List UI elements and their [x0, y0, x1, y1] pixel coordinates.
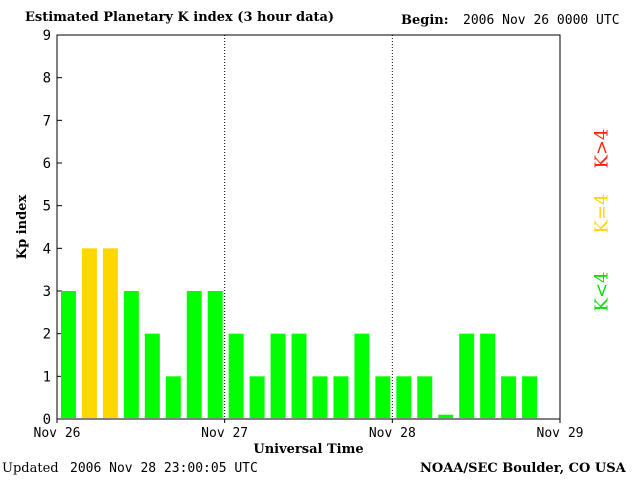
y-tick-label: 9 [43, 28, 51, 44]
legend-k-eq-4: K=4 [591, 193, 613, 234]
plot-frame [56, 34, 561, 420]
kp-bar [186, 291, 202, 418]
kp-bar [61, 291, 76, 418]
kp-bar [333, 376, 349, 418]
y-tick-label: 1 [43, 369, 51, 385]
x-axis-label: Universal Time [253, 442, 363, 457]
begin-label: Begin: [401, 13, 449, 28]
y-tick-label: 0 [43, 412, 51, 428]
kp-bar [375, 376, 391, 418]
x-tick-label: Nov 27 [201, 426, 248, 441]
kp-bar [522, 376, 538, 418]
kp-bar [207, 291, 223, 418]
y-tick-label: 3 [43, 284, 51, 300]
kp-bar [480, 333, 496, 418]
kp-bar [501, 376, 517, 418]
begin-value: 2006 Nov 26 0000 UTC [463, 13, 620, 28]
y-tick-label: 6 [43, 156, 51, 172]
legend-k-less-4: K<4 [591, 271, 613, 312]
kp-bar [270, 333, 286, 418]
y-tick-label: 8 [43, 71, 51, 87]
updated-label: Updated [2, 461, 59, 476]
y-tick-label: 5 [43, 199, 51, 215]
legend-k-gt-4: K>4 [591, 128, 613, 169]
kp-bar [291, 333, 307, 418]
y-axis-label: Kp index [15, 195, 30, 260]
y-tick-label: 7 [43, 113, 51, 129]
x-tick-label: Nov 28 [369, 426, 416, 441]
x-tick-label: Nov 29 [537, 426, 584, 441]
y-tick-label: 4 [43, 241, 51, 257]
kp-bar [165, 376, 181, 418]
kp-bar [354, 333, 370, 418]
source-credit: NOAA/SEC Boulder, CO USA [420, 461, 626, 476]
x-tick-label: Nov 26 [34, 426, 81, 441]
kp-bar [459, 333, 475, 418]
kp-bar [249, 376, 265, 418]
kp-bar [438, 414, 454, 418]
kp-bar [417, 376, 433, 418]
kp-bar [81, 248, 97, 418]
updated-value: 2006 Nov 28 23:00:05 UTC [70, 461, 258, 476]
kp-bar [123, 291, 139, 418]
y-tick-label: 2 [43, 327, 51, 343]
kp-bar [102, 248, 118, 418]
kp-bar [144, 333, 160, 418]
kp-bar [312, 376, 328, 418]
chart-title: Estimated Planetary K index (3 hour data… [25, 10, 335, 25]
kp-bar [396, 376, 412, 418]
kp-bar [228, 333, 244, 418]
